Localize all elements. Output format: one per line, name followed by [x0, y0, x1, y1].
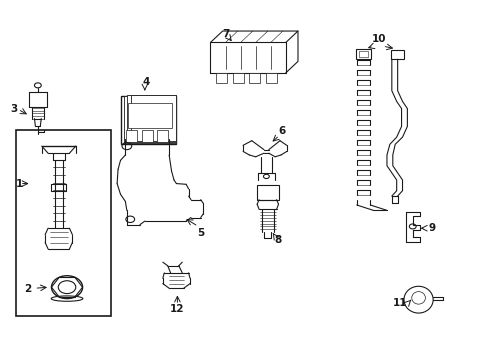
Text: 2: 2 [24, 284, 31, 294]
Bar [355, 49, 371, 59]
Text: 4: 4 [142, 77, 150, 87]
Text: 10: 10 [371, 33, 385, 44]
Text: 5: 5 [197, 228, 204, 238]
Bar [257, 185, 278, 200]
Text: 12: 12 [170, 304, 184, 314]
Bar [232, 73, 243, 83]
Text: 3: 3 [10, 104, 18, 113]
Text: 6: 6 [278, 126, 285, 136]
Bar [127, 103, 171, 128]
Bar [130, 95, 176, 140]
Bar [216, 73, 226, 83]
Bar [265, 73, 276, 83]
Text: 9: 9 [427, 223, 434, 233]
Text: 7: 7 [222, 28, 229, 39]
Bar [142, 130, 152, 143]
Bar [127, 95, 176, 142]
Text: 11: 11 [392, 298, 407, 308]
Text: 1: 1 [16, 179, 23, 189]
Bar [16, 130, 111, 316]
Bar [126, 130, 137, 143]
Bar [120, 96, 176, 144]
Bar [157, 130, 168, 143]
Bar [123, 95, 176, 143]
Text: 8: 8 [273, 235, 281, 245]
Bar [358, 51, 368, 57]
Bar [249, 73, 260, 83]
Bar [390, 50, 404, 59]
